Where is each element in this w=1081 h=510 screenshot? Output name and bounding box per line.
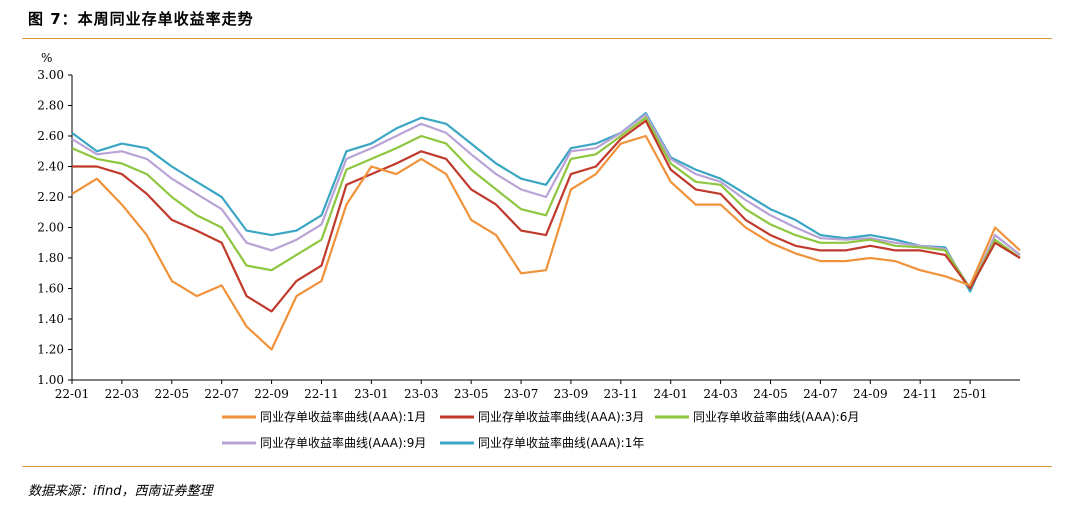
x-tick-label: 23-03 bbox=[404, 387, 439, 401]
x-tick-label: 24-11 bbox=[903, 387, 938, 401]
x-tick-label: 22-07 bbox=[204, 387, 239, 401]
y-tick-label: 2.20 bbox=[37, 190, 64, 204]
y-tick-label: 1.20 bbox=[37, 343, 64, 357]
x-tick-label: 22-05 bbox=[154, 387, 189, 401]
x-tick-label: 24-09 bbox=[853, 387, 888, 401]
x-tick-label: 23-07 bbox=[504, 387, 539, 401]
y-tick-label: 2.40 bbox=[37, 160, 64, 174]
legend-label: 同业存单收益率曲线(AAA):9月 bbox=[260, 435, 426, 450]
y-tick-label: 1.00 bbox=[37, 373, 64, 387]
source-note: 数据来源：ifind，西南证券整理 bbox=[28, 484, 213, 499]
top-divider bbox=[22, 38, 1052, 39]
x-tick-label: 23-09 bbox=[554, 387, 589, 401]
series-line-4 bbox=[71, 113, 1021, 290]
y-tick-label: 1.60 bbox=[37, 282, 64, 296]
legend-label: 同业存单收益率曲线(AAA):1月 bbox=[260, 409, 426, 424]
x-tick-label: 24-07 bbox=[803, 387, 838, 401]
figure-title: 图 7：本周同业存单收益率走势 bbox=[28, 10, 254, 28]
y-tick-label: 2.00 bbox=[37, 221, 64, 235]
x-tick-label: 22-11 bbox=[304, 387, 339, 401]
y-unit-label: % bbox=[41, 51, 52, 65]
series-line-3 bbox=[71, 116, 1021, 290]
x-tick-label: 23-05 bbox=[454, 387, 489, 401]
legend-label: 同业存单收益率曲线(AAA):3月 bbox=[478, 409, 644, 424]
x-tick-label: 23-01 bbox=[354, 387, 389, 401]
x-tick-label: 23-11 bbox=[604, 387, 639, 401]
line-chart: % 1.00 1.20 1.40 1.60 1.80 2.00 2.20 2.40 2.60 2.8… bbox=[37, 51, 1021, 450]
legend-label: 同业存单收益率曲线(AAA):6月 bbox=[693, 409, 859, 424]
x-tick-label: 22-03 bbox=[105, 387, 140, 401]
y-tick-label: 3.00 bbox=[37, 68, 64, 82]
series-line-2 bbox=[72, 119, 1021, 313]
y-tick-label: 1.40 bbox=[37, 312, 64, 326]
series-line-1 bbox=[71, 134, 1021, 351]
x-tick-label: 24-03 bbox=[703, 387, 738, 401]
x-tick-label: 22-09 bbox=[254, 387, 289, 401]
y-tick-label: 1.80 bbox=[37, 251, 64, 265]
legend-label: 同业存单收益率曲线(AAA):1年 bbox=[478, 435, 644, 450]
y-tick-label: 2.60 bbox=[37, 129, 64, 143]
y-tick-label: 2.80 bbox=[37, 99, 64, 113]
x-tick-label: 22-01 bbox=[55, 387, 90, 401]
x-tick-label: 24-05 bbox=[753, 387, 788, 401]
x-tick-label: 25-01 bbox=[953, 387, 988, 401]
bottom-divider bbox=[22, 466, 1052, 467]
series-line-5 bbox=[71, 111, 1021, 293]
x-tick-label: 24-01 bbox=[653, 387, 688, 401]
